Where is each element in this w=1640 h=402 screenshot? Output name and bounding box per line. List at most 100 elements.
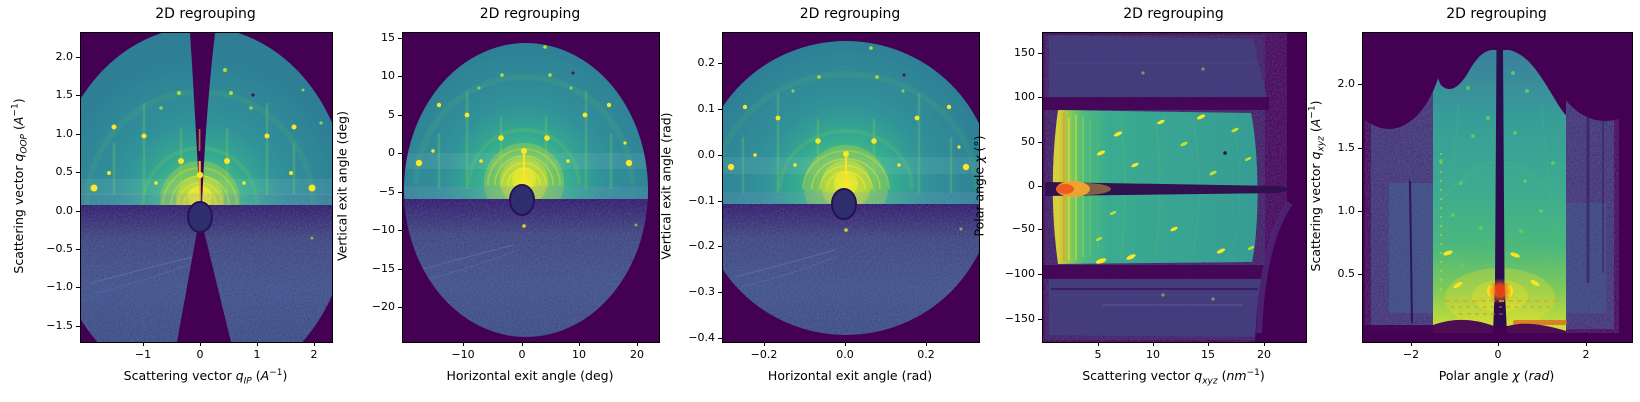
panel4-y-tick-mark bbox=[1038, 53, 1042, 55]
panel3-y-tick-mark bbox=[718, 338, 722, 340]
panel2-heatmap-image-exit-deg bbox=[403, 33, 659, 342]
panel1-y-tick-label: 1.5 bbox=[55, 88, 74, 101]
panel2-x-tick-label: 0 bbox=[518, 348, 526, 361]
panel5-y-tick-label: 1.5 bbox=[1337, 141, 1356, 154]
panel3-title: 2D regrouping bbox=[799, 6, 901, 22]
panel5-x-tick-mark bbox=[1498, 342, 1500, 346]
panel5-y-tick-mark bbox=[1358, 84, 1362, 86]
panel1-x-tick-label: −1 bbox=[134, 348, 152, 361]
panel4-y-tick-label: −50 bbox=[1011, 222, 1035, 235]
panel2-y-tick-mark bbox=[398, 76, 402, 78]
panel5-x-tick-label: −2 bbox=[1402, 348, 1420, 361]
panel2-y-tick-label: −20 bbox=[371, 300, 395, 313]
panel2-y-tick-label: 5 bbox=[388, 108, 395, 121]
panel1-heatmap-image-qspace bbox=[81, 33, 332, 342]
panel3-x-axis-label: Horizontal exit angle (rad) bbox=[767, 368, 933, 383]
panel2-y-tick-mark bbox=[398, 115, 402, 117]
panel1-title: 2D regrouping bbox=[155, 6, 256, 22]
panel2-y-tick-label: −10 bbox=[371, 223, 395, 236]
panel2-y-tick-label: 0 bbox=[388, 146, 395, 159]
panel4-x-tick-mark bbox=[1098, 342, 1100, 346]
panel1-y-tick-mark bbox=[76, 172, 80, 174]
panel5-x-tick-label: 0 bbox=[1494, 348, 1502, 361]
panel2-title: 2D regrouping bbox=[479, 6, 581, 22]
panel5-title: 2D regrouping bbox=[1446, 6, 1547, 22]
panel4-y-tick-label: −150 bbox=[1004, 312, 1035, 325]
panel3-y-tick-mark bbox=[718, 63, 722, 65]
panel2-y-tick-mark bbox=[398, 38, 402, 40]
panel2-y-tick-label: −15 bbox=[371, 262, 395, 275]
panel1-y-tick-mark bbox=[76, 249, 80, 251]
panel2-y-tick-mark bbox=[398, 230, 402, 232]
panel2-y-tick-label: 15 bbox=[381, 31, 395, 44]
panel5-y-tick-mark bbox=[1358, 148, 1362, 150]
panel1-y-tick-mark bbox=[76, 134, 80, 136]
panel3-y-tick-label: −0.1 bbox=[688, 194, 715, 207]
panel4-x-tick-label: 10 bbox=[1146, 348, 1160, 361]
panel3-x-tick-mark bbox=[845, 342, 847, 346]
panel2-x-tick-mark bbox=[637, 342, 639, 346]
panel2-x-tick-label: 10 bbox=[572, 348, 586, 361]
panel1-x-axis-label: Scattering vector qIP (A−1) bbox=[123, 368, 288, 387]
panel3-y-tick-label: 0.2 bbox=[697, 56, 716, 69]
panel4-y-tick-label: −100 bbox=[1004, 267, 1035, 280]
panel4-y-tick-label: 50 bbox=[1021, 135, 1035, 148]
panel5-y-tick-label: 0.5 bbox=[1337, 267, 1356, 280]
panel1-x-tick-label: 0 bbox=[196, 348, 204, 361]
panel1-y-tick-mark bbox=[76, 326, 80, 328]
panel1-y-tick-mark bbox=[76, 211, 80, 213]
panel5-x-tick-mark bbox=[1411, 342, 1413, 346]
panel3-heatmap-image-exit-rad bbox=[723, 33, 979, 342]
panel4-x-axis-label: Scattering vector qxyz (nm−1) bbox=[1082, 368, 1265, 387]
panel5-x-axis-label: Polar angle χ (rad) bbox=[1438, 368, 1555, 383]
panel1-x-tick-mark bbox=[314, 342, 316, 346]
panel4-y-tick-label: 100 bbox=[1014, 90, 1035, 103]
panel4-y-tick-mark bbox=[1038, 319, 1042, 321]
panel4-x-tick-mark bbox=[1264, 342, 1266, 346]
panel5-y-tick-label: 1.0 bbox=[1337, 204, 1356, 217]
panel1-y-tick-label: 2.0 bbox=[55, 50, 74, 63]
panel2-x-tick-label: 20 bbox=[630, 348, 644, 361]
panel1-y-tick-label: 1.0 bbox=[55, 127, 74, 140]
panel1-y-tick-mark bbox=[76, 57, 80, 59]
panel5-y-tick-mark bbox=[1358, 274, 1362, 276]
panel5-x-tick-label: 2 bbox=[1582, 348, 1590, 361]
panel5-y-axis-label: Scattering vector qxyz (A−1) bbox=[1307, 100, 1327, 272]
panel3-y-tick-mark bbox=[718, 155, 722, 157]
panel5-heatmap-image-polar bbox=[1363, 33, 1632, 342]
panel1-y-tick-label: 0.5 bbox=[55, 165, 74, 178]
panel1-y-tick-mark bbox=[76, 287, 80, 289]
panel4-plot-area bbox=[1042, 32, 1307, 343]
panel4-x-tick-mark bbox=[1153, 342, 1155, 346]
panel4-title: 2D regrouping bbox=[1123, 6, 1224, 22]
panel2-y-tick-mark bbox=[398, 153, 402, 155]
panel3-y-tick-label: 0.1 bbox=[697, 102, 716, 115]
panel4-y-tick-mark bbox=[1038, 186, 1042, 188]
panel2-y-tick-label: 10 bbox=[381, 69, 395, 82]
panel1-x-tick-label: 2 bbox=[310, 348, 318, 361]
panel4-y-tick-mark bbox=[1038, 142, 1042, 144]
panel1-x-tick-label: 1 bbox=[253, 348, 261, 361]
panel4-x-tick-label: 15 bbox=[1201, 348, 1215, 361]
panel1-y-tick-label: 0.0 bbox=[55, 204, 74, 217]
panel2-x-tick-label: −10 bbox=[451, 348, 475, 361]
panel2-x-tick-mark bbox=[522, 342, 524, 346]
panel4-y-axis-label: Polar angle χ (°) bbox=[971, 135, 987, 237]
panel4-x-tick-label: 5 bbox=[1094, 348, 1102, 361]
panel1-y-axis-label: Scattering vector qOOP (A−1) bbox=[10, 98, 30, 274]
panel1-x-tick-mark bbox=[143, 342, 145, 346]
panel2-y-tick-mark bbox=[398, 307, 402, 309]
panel3-y-tick-mark bbox=[718, 109, 722, 111]
panel3-y-tick-mark bbox=[718, 201, 722, 203]
panel3-x-tick-label: 0.0 bbox=[836, 348, 854, 361]
panel2-x-axis-label: Horizontal exit angle (deg) bbox=[446, 368, 614, 383]
panel3-y-tick-label: −0.4 bbox=[688, 331, 715, 344]
panel2-y-tick-label: −5 bbox=[378, 185, 395, 198]
panel4-x-tick-mark bbox=[1208, 342, 1210, 346]
panel1-plot-area bbox=[80, 32, 333, 343]
panel1-y-tick-mark bbox=[76, 95, 80, 97]
panel4-heatmap-image-caked bbox=[1043, 33, 1306, 342]
panel2-y-axis-label: Vertical exit angle (deg) bbox=[334, 111, 350, 261]
panel1-y-tick-label: −1.0 bbox=[46, 280, 73, 293]
